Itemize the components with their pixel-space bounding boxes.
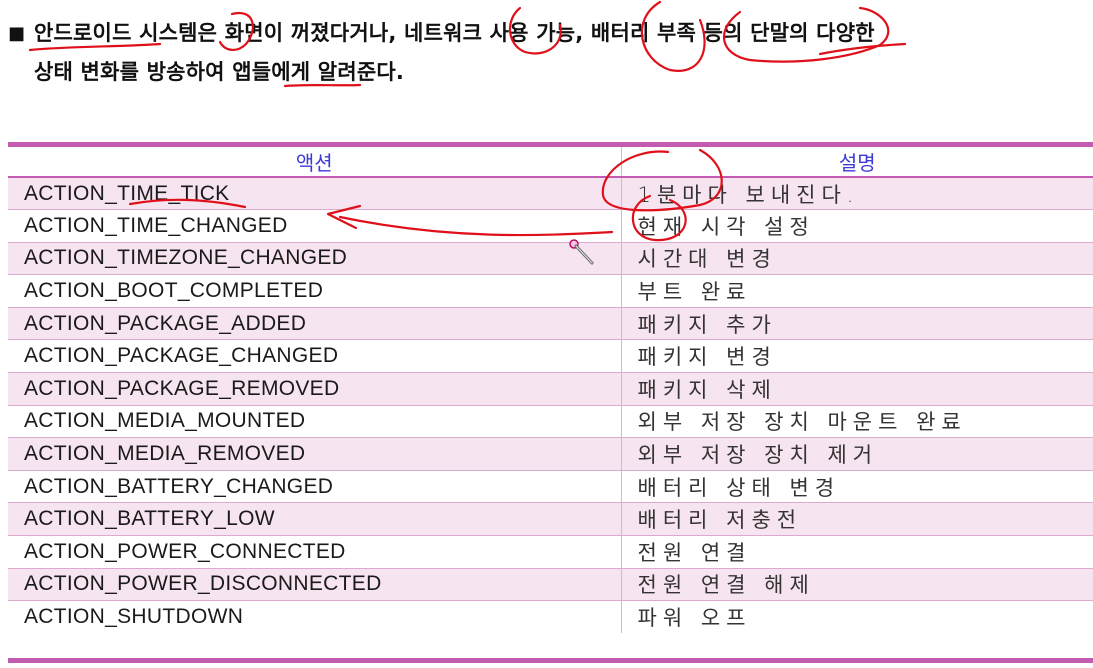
table-row: ACTION_PACKAGE_REMOVED 패키지 삭제 bbox=[8, 372, 1093, 406]
intro-line-2: 상태 변화를 방송하여 앱들에게 알려준다. bbox=[34, 60, 405, 84]
table-row: ACTION_BOOT_COMPLETED 부트 완료 bbox=[8, 274, 1093, 308]
header-description: 설명 bbox=[621, 147, 1093, 178]
intro-text-1: 안드로이드 시스템은 화면이 꺼졌다거나, 네트워크 사용 가능, 배터리 부족… bbox=[34, 21, 875, 45]
action-description: 패키지 변경 bbox=[621, 339, 1093, 374]
action-name: ACTION_TIME_TICK bbox=[8, 177, 622, 211]
header-action: 액션 bbox=[8, 147, 622, 178]
action-description: 배터리 상태 변경 bbox=[621, 470, 1093, 504]
table-row: ACTION_BATTERY_CHANGED 배터리 상태 변경 bbox=[8, 470, 1093, 504]
action-name: ACTION_MEDIA_MOUNTED bbox=[8, 405, 622, 439]
action-name: ACTION_BATTERY_CHANGED bbox=[8, 470, 622, 504]
action-name: ACTION_PACKAGE_REMOVED bbox=[8, 372, 622, 406]
bullet-square-icon: ■ bbox=[8, 23, 26, 44]
table-row: ACTION_TIMEZONE_CHANGED 시간대 변경 bbox=[8, 242, 1093, 276]
table-row: ACTION_MEDIA_REMOVED 외부 저장 장치 제거 bbox=[8, 437, 1093, 471]
table-bottom-rule bbox=[8, 658, 1093, 663]
intro-paragraph: ■ 안드로이드 시스템은 화면이 꺼졌다거나, 네트워크 사용 가능, 배터리 부… bbox=[8, 14, 1088, 92]
action-description: 외부 저장 장치 마운트 완료 bbox=[621, 405, 1093, 439]
action-name: ACTION_TIMEZONE_CHANGED bbox=[8, 242, 622, 276]
action-name: ACTION_PACKAGE_CHANGED bbox=[8, 339, 622, 374]
action-description: 패키지 삭제 bbox=[621, 372, 1093, 406]
intro-line-1: ■ 안드로이드 시스템은 화면이 꺼졌다거나, 네트워크 사용 가능, 배터리 부… bbox=[8, 14, 1088, 53]
table-row: ACTION_POWER_DISCONNECTED 전원 연결 해제 bbox=[8, 568, 1093, 602]
action-description: 시간대 변경 bbox=[621, 242, 1093, 276]
table-row: ACTION_TIME_CHANGED 현재 시각 설정 bbox=[8, 209, 1093, 243]
table-row: ACTION_TIME_TICK 1분마다 보내진다. bbox=[8, 177, 1093, 211]
action-name: ACTION_SHUTDOWN bbox=[8, 600, 622, 634]
broadcast-actions-table: 액션 설명 ACTION_TIME_TICK 1분마다 보내진다. ACTION_… bbox=[8, 147, 1093, 634]
table-row: ACTION_PACKAGE_ADDED 패키지 추가 bbox=[8, 307, 1093, 341]
action-name: ACTION_BOOT_COMPLETED bbox=[8, 274, 622, 308]
table-header-row: 액션 설명 bbox=[8, 147, 1093, 178]
action-description: 파워 오프 bbox=[621, 600, 1093, 634]
action-description: 전원 연결 해제 bbox=[621, 568, 1093, 602]
action-name: ACTION_BATTERY_LOW bbox=[8, 502, 622, 537]
table-row: ACTION_SHUTDOWN 파워 오프 bbox=[8, 600, 1093, 634]
action-description: 1분마다 보내진다. bbox=[621, 177, 1093, 211]
action-description: 부트 완료 bbox=[621, 274, 1093, 308]
action-description: 배터리 저충전 bbox=[621, 502, 1093, 537]
action-description: 전원 연결 bbox=[621, 535, 1093, 569]
pointer-cursor-icon bbox=[569, 239, 594, 265]
table-row: ACTION_PACKAGE_CHANGED 패키지 변경 bbox=[8, 339, 1093, 374]
table-row: ACTION_BATTERY_LOW 배터리 저충전 bbox=[8, 502, 1093, 537]
table-row: ACTION_MEDIA_MOUNTED 외부 저장 장치 마운트 완료 bbox=[8, 405, 1093, 439]
action-name: ACTION_PACKAGE_ADDED bbox=[8, 307, 622, 341]
action-name: ACTION_MEDIA_REMOVED bbox=[8, 437, 622, 471]
table-top-rule bbox=[8, 142, 1093, 147]
action-name: ACTION_POWER_DISCONNECTED bbox=[8, 568, 622, 602]
table-row: ACTION_POWER_CONNECTED 전원 연결 bbox=[8, 535, 1093, 569]
action-name: ACTION_TIME_CHANGED bbox=[8, 209, 622, 243]
action-name: ACTION_POWER_CONNECTED bbox=[8, 535, 622, 569]
action-description: 현재 시각 설정 bbox=[621, 209, 1093, 243]
action-description: 외부 저장 장치 제거 bbox=[621, 437, 1093, 471]
action-description: 패키지 추가 bbox=[621, 307, 1093, 341]
